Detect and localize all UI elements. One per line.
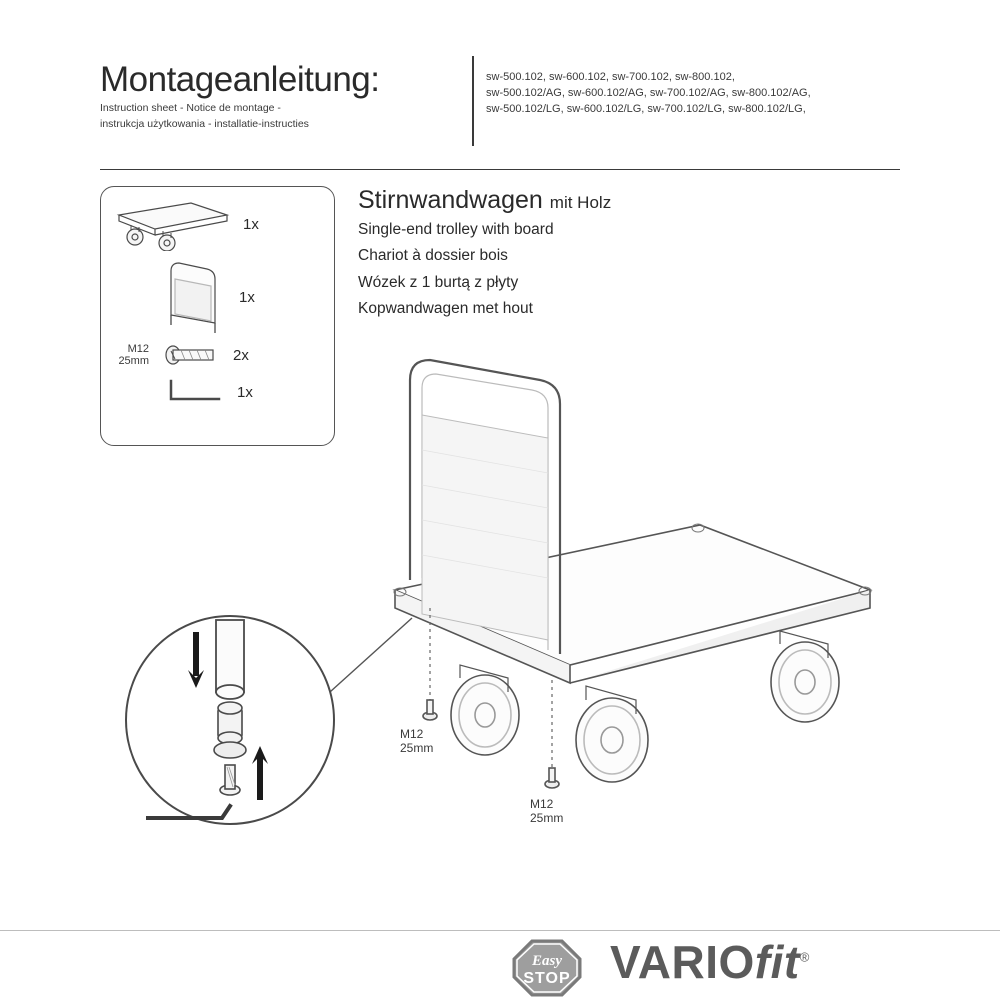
content-area: 1x 1x M12 25mm bbox=[100, 170, 900, 930]
assembly-diagram: M12 25mm M12 25mm bbox=[100, 320, 900, 840]
easystop-top: Easy bbox=[531, 953, 562, 969]
product-trans-fr: Chariot à dossier bois bbox=[358, 245, 878, 267]
header-separator bbox=[472, 56, 474, 146]
bolt2-label-b: 25mm bbox=[530, 811, 563, 825]
brand-b: fit bbox=[755, 936, 800, 988]
panel-qty: 1x bbox=[239, 289, 255, 306]
product-title-block: Stirnwandwagen mit Holz Single-end troll… bbox=[358, 186, 878, 321]
platform-qty: 1x bbox=[243, 216, 259, 233]
easystop-badge: Easy STOP bbox=[510, 937, 584, 999]
bolt1-label-a: M12 bbox=[400, 727, 424, 741]
subtitle-1: Instruction sheet - Notice de montage - bbox=[100, 102, 470, 116]
header-left: Montageanleitung: Instruction sheet - No… bbox=[100, 60, 470, 131]
brand-reg: ® bbox=[800, 950, 810, 965]
models-row-1: sw-500.102, sw-600.102, sw-700.102, sw-8… bbox=[486, 70, 896, 86]
product-title-de: Stirnwandwagen mit Holz bbox=[358, 186, 878, 215]
product-trans-nl: Kopwandwagen met hout bbox=[358, 298, 878, 320]
product-trans-en: Single-end trolley with board bbox=[358, 219, 878, 241]
page-content: Montageanleitung: Instruction sheet - No… bbox=[100, 60, 900, 940]
main-title: Montageanleitung: bbox=[100, 60, 470, 100]
brand-a: VARIO bbox=[610, 936, 755, 988]
footer: Easy STOP VARIOfit® bbox=[0, 930, 1000, 1000]
variofit-logo: VARIOfit® bbox=[610, 935, 810, 989]
detail-inset bbox=[126, 616, 334, 824]
models-row-3: sw-500.102/LG, sw-600.102/LG, sw-700.102… bbox=[486, 102, 896, 118]
title-de-main: Stirnwandwagen bbox=[358, 186, 543, 214]
document-header: Montageanleitung: Instruction sheet - No… bbox=[100, 60, 900, 170]
bolt2-label-a: M12 bbox=[530, 797, 554, 811]
easystop-bottom: STOP bbox=[523, 970, 570, 987]
product-trans-pl: Wózek z 1 burtą z płyty bbox=[358, 272, 878, 294]
subtitle-2: instrukcja użytkowania - installatie-ins… bbox=[100, 118, 470, 132]
models-row-2: sw-500.102/AG, sw-600.102/AG, sw-700.102… bbox=[486, 86, 896, 102]
part-platform: 1x bbox=[113, 197, 322, 251]
platform-icon bbox=[113, 197, 233, 251]
bolt1-label-b: 25mm bbox=[400, 741, 433, 755]
title-de-sub: mit Holz bbox=[550, 193, 611, 212]
model-numbers: sw-500.102, sw-600.102, sw-700.102, sw-8… bbox=[486, 70, 896, 118]
